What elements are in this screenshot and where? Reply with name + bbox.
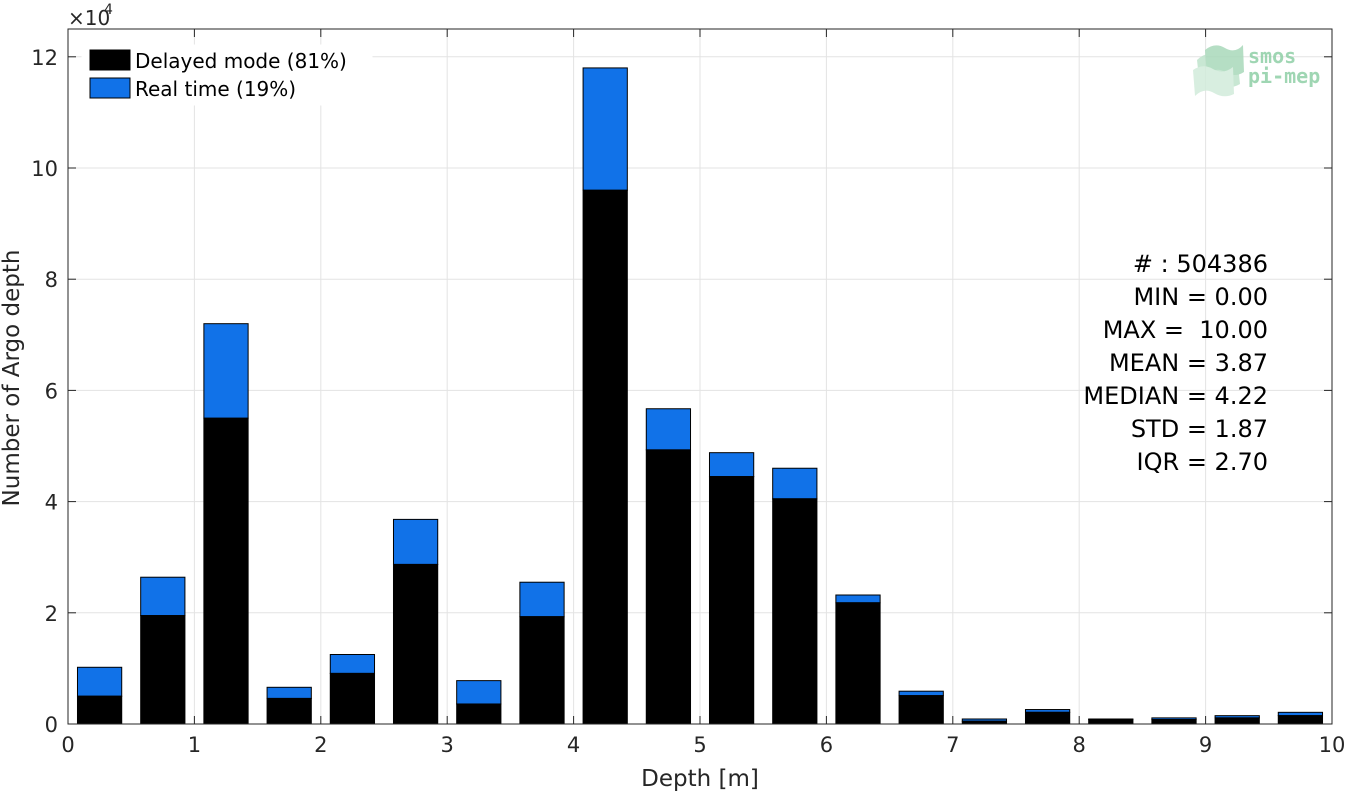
x-tick-label: 9 xyxy=(1199,733,1212,757)
y-multiplier-exponent: 4 xyxy=(104,2,113,18)
legend-label-realtime: Real time (19%) xyxy=(135,77,296,101)
y-tick-label: 4 xyxy=(45,491,58,515)
bar-realtime xyxy=(519,581,565,618)
bar-realtime xyxy=(708,452,755,478)
legend-swatch-realtime xyxy=(89,77,131,99)
x-tick-label: 1 xyxy=(188,733,201,757)
bar-realtime xyxy=(456,680,502,705)
bar-realtime xyxy=(76,666,123,697)
stat-iqr: IQR = 2.70 xyxy=(1137,448,1268,476)
bar-realtime xyxy=(329,654,376,674)
x-tick-label: 3 xyxy=(441,733,454,757)
bar-delayed xyxy=(140,615,186,725)
y-tick-label: 6 xyxy=(45,379,58,403)
logo-text-smos: smos xyxy=(1248,44,1296,68)
bar-delayed xyxy=(645,449,692,725)
legend-swatch-delayed xyxy=(89,49,131,71)
bar-delayed xyxy=(329,672,376,725)
bar-delayed xyxy=(266,697,312,725)
bar-realtime xyxy=(1277,711,1324,717)
bar-delayed xyxy=(1214,717,1260,725)
y-axis-label: Number of Argo depth xyxy=(0,250,25,507)
bar-delayed xyxy=(1151,719,1197,725)
x-tick-label: 6 xyxy=(820,733,833,757)
y-tick-label: 10 xyxy=(31,157,58,181)
stat-min: MIN = 0.00 xyxy=(1133,283,1268,311)
stat-count: # : 504386 xyxy=(1133,250,1268,278)
x-tick-label: 5 xyxy=(693,733,706,757)
y-tick-label: 12 xyxy=(31,46,58,70)
x-tick-label: 2 xyxy=(314,733,327,757)
bar-delayed xyxy=(898,695,944,725)
bar-delayed xyxy=(519,616,565,725)
legend: Delayed mode (81%) Real time (19%) xyxy=(81,44,373,106)
bar-delayed xyxy=(1088,719,1134,725)
bar-delayed xyxy=(76,695,123,725)
bar-delayed xyxy=(456,703,502,725)
bars xyxy=(76,67,1324,725)
logo-text-pi-mep: pi-mep xyxy=(1248,64,1320,88)
bar-delayed xyxy=(203,417,249,725)
x-axis-ticks: 0 1 2 3 4 5 6 7 8 9 10 xyxy=(61,29,1345,757)
stat-max: MAX = 10.00 xyxy=(1103,316,1268,344)
y-multiplier: ×10 xyxy=(68,6,110,30)
stats-block: # : 504386 MIN = 0.00 MAX = 10.00 MEAN =… xyxy=(1083,250,1268,476)
logo-wave-icon xyxy=(1193,45,1244,97)
bar-realtime xyxy=(772,467,818,500)
smos-pi-mep-logo: smos pi-mep xyxy=(1193,44,1320,97)
bar-realtime xyxy=(898,690,944,697)
x-tick-label: 4 xyxy=(567,733,580,757)
bar-realtime xyxy=(645,408,692,451)
stat-mean: MEAN = 3.87 xyxy=(1109,349,1268,377)
stat-std: STD = 1.87 xyxy=(1131,415,1268,443)
bar-delayed xyxy=(835,602,881,725)
y-tick-label: 0 xyxy=(45,713,58,737)
bar-delayed xyxy=(1024,711,1071,725)
bar-realtime xyxy=(140,576,186,617)
stat-median: MEDIAN = 4.22 xyxy=(1083,382,1268,410)
bar-realtime xyxy=(582,67,628,191)
x-tick-label: 0 xyxy=(61,733,74,757)
x-tick-label: 8 xyxy=(1073,733,1086,757)
x-tick-label: 10 xyxy=(1319,733,1346,757)
x-axis-label: Depth [m] xyxy=(641,766,759,792)
x-tick-label: 7 xyxy=(946,733,959,757)
y-tick-label: 8 xyxy=(45,268,58,292)
legend-label-delayed: Delayed mode (81%) xyxy=(135,49,347,73)
bar-realtime xyxy=(835,594,881,604)
bar-delayed xyxy=(1277,715,1324,725)
bar-delayed xyxy=(582,189,628,725)
bar-realtime xyxy=(392,518,439,565)
y-tick-label: 2 xyxy=(45,602,58,626)
bar-realtime xyxy=(203,323,249,419)
bar-delayed xyxy=(772,498,818,725)
bar-realtime xyxy=(266,686,312,699)
bar-delayed xyxy=(708,476,755,725)
y-axis-ticks: 0 2 4 6 8 10 12 xyxy=(31,46,1332,737)
bar-delayed xyxy=(392,563,439,725)
